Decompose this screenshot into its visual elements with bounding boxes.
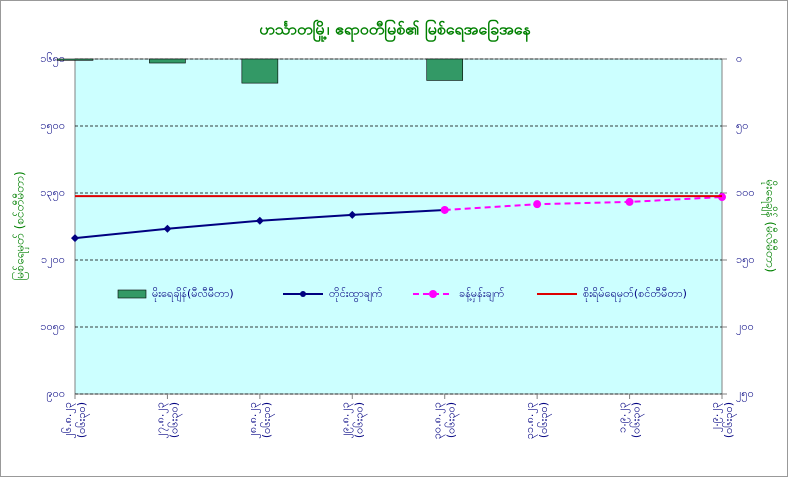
y2-tick-label: ၂၀၀ (736, 320, 754, 335)
bar (426, 58, 464, 81)
legend-marker (300, 291, 306, 297)
legend-marker (429, 290, 437, 298)
x-tick-label: ၃၀.၈.၂၃ (၀၆း၃၀) (431, 402, 460, 439)
x-tick-label-line: ၂၈.၈.၂၃ (246, 402, 261, 439)
marker (163, 224, 172, 233)
x-tick-label: ၂.၉.၂၃ (၀၆း၃၀) (708, 402, 737, 438)
x-tick-label-line: ၂၇.၈.၂၃ (153, 402, 168, 438)
x-tick-label-line: (၀၆း၃၀) (445, 402, 460, 438)
x-tick-label: ၃၁.၈.၂၃ (၀၆း၃၀) (523, 402, 552, 439)
x-tick-label: ၂၉.၈.၂၃ (၀၆း၃၀) (338, 402, 367, 438)
x-tick-label-line: (၀၆း၃၀) (537, 402, 552, 438)
y2-axis-title: မိုးရေချိန် (မီလီမီတာ) (761, 180, 779, 273)
plot-area (74, 58, 723, 395)
x-tick-label-line: ၃၀.၈.၂၃ (431, 402, 446, 439)
x-tick-label: ၂၆.၈.၂၃ (၀၆း၃၀) (61, 402, 90, 438)
series-line (444, 196, 723, 211)
y2-tick-label: ၀ (736, 52, 742, 65)
x-tick-label-line: (၀၆း၃၀) (75, 402, 90, 438)
legend-label: မိုးရေချိန်(မီလီမီတာ) (152, 287, 234, 302)
marker (440, 205, 449, 214)
y2-tick-label: ၁၅၀ (736, 253, 755, 268)
x-tick-label: ၂၈.၈.၂၃ (၀၆း၃၀) (246, 402, 275, 439)
marker (625, 197, 634, 206)
bar (241, 58, 279, 84)
x-tick-label-line: ၂၉.၈.၂၃ (338, 402, 353, 438)
marker (71, 234, 79, 243)
x-tick-label: ၁.၉.၂၃ (၀၆း၃၀) (616, 402, 645, 438)
x-tick-label-line: (၀၆း၃၀) (167, 402, 182, 438)
y-tick-label: ၁၅၀၀ (40, 119, 65, 134)
x-tick-label-line: (၀၆း၃၀) (260, 402, 275, 438)
legend-swatch (117, 289, 147, 299)
y2-tick-label: ၁၀၀ (736, 186, 755, 199)
marker (533, 200, 542, 209)
legend-label: စိုးရိမ်ရေမှတ်(စင်တီမီတာ) (583, 287, 687, 302)
marker (255, 216, 264, 225)
y-tick-label: ၉၀၀ (46, 387, 65, 402)
y2-tick-label: ၂၅၀ (736, 387, 754, 402)
bar (149, 58, 186, 64)
marker (348, 210, 357, 219)
x-tick-label: ၂၇.၈.၂၃ (၀၆း၃၀) (153, 402, 182, 438)
x-tick-label-line: ၂၆.၈.၂၃ (61, 402, 76, 438)
x-tick-label-line: ၁.၉.၂၃ (616, 402, 631, 433)
y-axis-title: မြစ်ရေမှတ် (စင်တီမီတာ) (11, 171, 30, 280)
x-tick-label-line: ၃၁.၈.၂၃ (523, 402, 538, 439)
x-tick-label-line: (၀၆း၃၀) (722, 402, 737, 438)
y-tick-label: ၁၀၅၀ (40, 320, 65, 335)
y-tick-label: ၁၂၀၀ (41, 253, 65, 268)
legend-label: ခန့်မှန်းချက် (459, 287, 505, 302)
x-tick-label-line: (၀၆း၃၀) (352, 402, 367, 438)
y2-tick-label: ၅၀ (736, 119, 748, 134)
x-tick-label-line: ၂.၉.၂၃ (708, 402, 723, 432)
legend-label: တိုင်းထွာချက် (329, 287, 383, 302)
y-tick-label: ၁၃၅၀ (40, 186, 65, 201)
x-tick-label-line: (၀၆း၃၀) (630, 402, 645, 438)
bar (56, 58, 94, 61)
y-tick-label: ၁၆၅၀ (40, 52, 65, 67)
